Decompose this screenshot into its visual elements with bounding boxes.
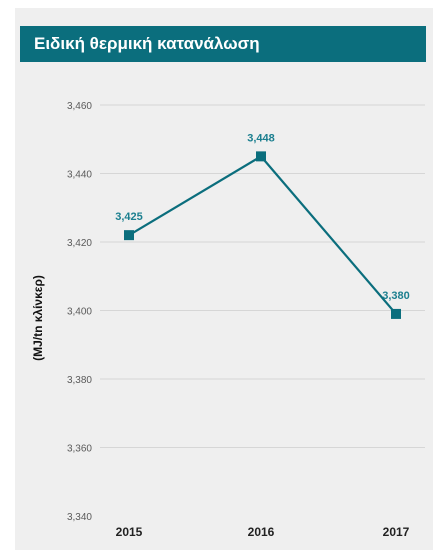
y-tick-label: 3,420: [67, 238, 92, 249]
data-label: 3,380: [382, 290, 410, 302]
y-tick-label: 3,460: [67, 101, 92, 112]
data-label: 3,448: [247, 132, 275, 144]
x-tick-label: 2016: [248, 525, 275, 539]
gridlines: [100, 104, 425, 448]
chart-title: Ειδική θερμική κατανάλωση: [34, 34, 260, 53]
y-tick-label: 3,360: [67, 444, 92, 455]
y-tick-label: 3,380: [67, 375, 92, 386]
chart-title-bar: [20, 26, 426, 62]
series-line: 3,425 3,448 3,380: [115, 132, 410, 319]
data-point-marker: [124, 230, 134, 241]
chart-card: [15, 8, 433, 550]
data-label: 3,425: [115, 211, 143, 223]
x-tick-label: 2015: [116, 525, 143, 539]
data-point-marker: [256, 151, 266, 162]
data-point-marker: [391, 308, 401, 319]
x-tick-labels: 2015 2016 2017: [116, 525, 410, 539]
y-tick-label: 3,400: [67, 307, 92, 318]
y-tick-labels: 3,340 3,360 3,380 3,400 3,420 3,440 3,460: [67, 101, 92, 523]
y-tick-label: 3,340: [67, 512, 92, 523]
x-tick-label: 2017: [383, 525, 410, 539]
series-polyline: [128, 155, 397, 315]
y-axis-label: (MJ/tn κλίνκερ): [31, 275, 45, 361]
y-tick-label: 3,440: [67, 170, 92, 181]
